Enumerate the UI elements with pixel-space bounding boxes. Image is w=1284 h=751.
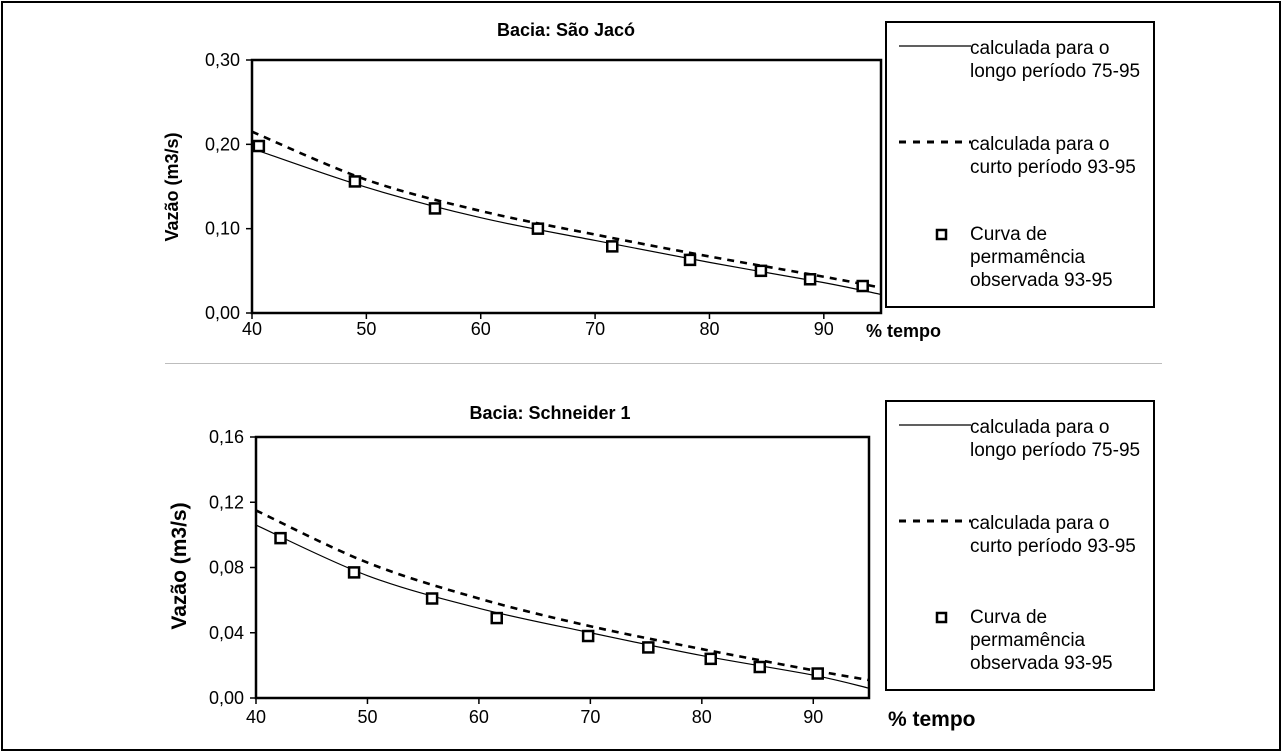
x-tick-label: 70 [580,707,600,727]
observed-point [531,222,545,235]
observed-point [704,652,717,666]
observed-point [856,279,869,293]
legend-schneider-1: calculada para o longo período 75-95 cal… [885,400,1155,691]
y-tick-label: 0,08 [209,558,244,578]
legend-label: Curva de permamência observada 93-95 [970,607,1113,674]
long-period-line [255,524,869,689]
observed-point [683,253,697,267]
y-tick-label: 0,12 [209,492,244,512]
observed-point [252,139,266,153]
y-tick-label: 0,10 [205,219,240,239]
x-axis-label: % tempo [866,321,941,341]
square-marker-swatch [935,228,948,241]
square-marker-swatch [935,611,948,624]
chart-title: Bacia: São Jacó [497,20,635,40]
observed-point [803,273,817,286]
chart-sao-jaco: Bacia: São Jacó 0,00 0,10 0,20 0,30 40 50 60 70 8… [162,20,941,341]
x-tick-label: 60 [471,319,491,339]
legend-label: calculada para o curto período 93-95 [970,513,1136,557]
y-axis-label: Vazão (m3/s) [162,132,182,241]
observed-point [811,667,824,680]
legend-sao-jaco: calculada para o longo período 75-95 cal… [885,21,1155,308]
observed-point [347,566,361,579]
short-period-line [255,509,869,682]
chart-schneider-1: Bacia: Schneider 1 0,00 0,04 0,08 0,12 0,16 40… [168,403,976,731]
chart-title: Bacia: Schneider 1 [469,403,630,423]
plot-area [250,58,883,315]
chart-divider [165,363,1162,364]
x-tick-label: 60 [469,707,489,727]
observed-point [642,641,655,654]
x-tick-label: 80 [692,707,712,727]
observed-point [754,264,768,278]
legend-label: calculada para o longo período 75-95 [970,38,1141,82]
x-tick-label: 80 [699,319,719,339]
x-tick-label: 40 [242,319,262,339]
y-tick-label: 0,20 [205,134,240,154]
solid-line-swatch [899,45,971,47]
y-tick-label: 0,00 [205,303,240,323]
y-tick-label: 0,00 [209,688,244,708]
observed-point [753,660,767,674]
y-axis-label: Vazão (m3/s) [168,502,191,629]
x-axis-label: % tempo [888,708,976,731]
legend-label: Curva de permamência observada 93-95 [970,224,1113,291]
observed-point [348,175,362,188]
observed-point [581,629,595,643]
observed-point [274,531,287,545]
x-tick-label: 50 [357,707,377,727]
observed-point [428,202,442,215]
y-tick-label: 0,16 [209,427,244,447]
observed-point [605,240,619,253]
dashed-line-swatch [899,140,971,144]
x-tick-label: 70 [585,319,605,339]
observed-point [425,592,439,605]
dashed-line-swatch [899,519,971,523]
legend-label: calculada para o longo período 75-95 [970,417,1141,461]
x-tick-label: 90 [814,319,834,339]
x-tick-label: 50 [356,319,376,339]
y-tick-label: 0,30 [205,50,240,70]
x-tick-label: 90 [803,707,823,727]
x-tick-label: 40 [246,707,266,727]
observed-point [490,611,503,625]
legend-label: calculada para o curto período 93-95 [970,134,1136,178]
solid-line-swatch [899,424,971,426]
y-tick-label: 0,04 [209,623,244,643]
